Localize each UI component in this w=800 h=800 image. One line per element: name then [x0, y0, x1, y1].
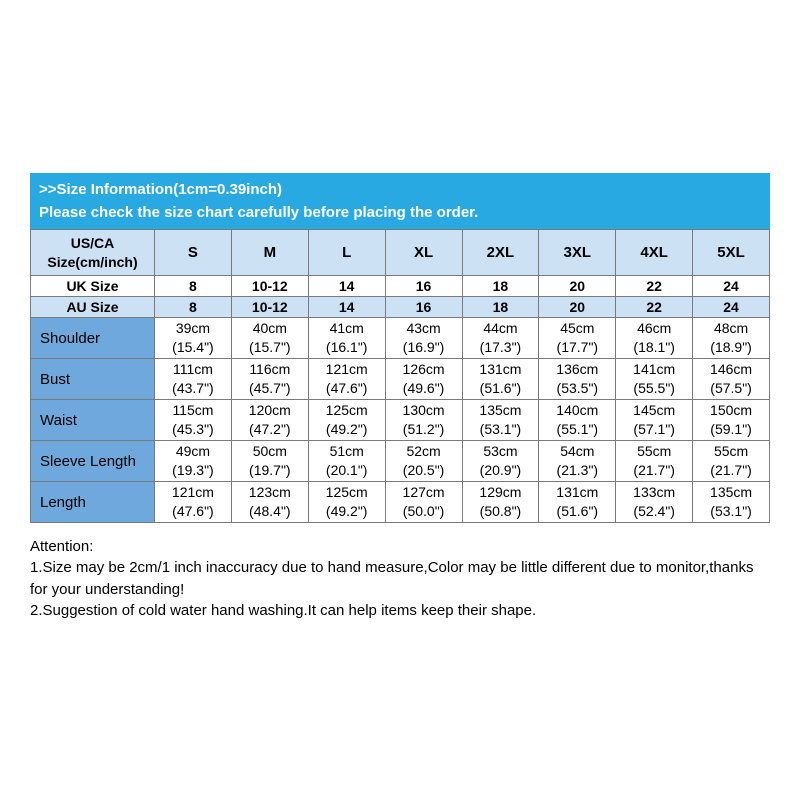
- measure-value: 133cm (52.4"): [615, 481, 694, 523]
- measure-value: 54cm (21.3"): [538, 440, 617, 482]
- region-size-value: 10-12: [230, 296, 309, 318]
- size-column-header: 4XL: [615, 229, 694, 276]
- region-size-value: 22: [615, 275, 694, 297]
- region-size-value: 22: [615, 296, 694, 318]
- measure-value: 131cm (51.6"): [461, 358, 540, 400]
- region-size-value: 18: [461, 296, 540, 318]
- measure-value: 49cm (19.3"): [154, 440, 232, 482]
- banner-line-2: Please check the size chart carefully be…: [39, 204, 479, 221]
- measure-value: 127cm (50.0"): [384, 481, 463, 523]
- measure-value: 52cm (20.5"): [384, 440, 463, 482]
- measure-value: 145cm (57.1"): [615, 399, 694, 441]
- size-column-header: L: [307, 229, 386, 276]
- measure-value: 116cm (45.7"): [230, 358, 309, 400]
- measure-value: 131cm (51.6"): [538, 481, 617, 523]
- measure-value: 140cm (55.1"): [538, 399, 617, 441]
- size-column-header: 5XL: [692, 229, 770, 276]
- region-size-value: 8: [154, 275, 232, 297]
- region-size-value: 16: [384, 275, 463, 297]
- region-size-value: 18: [461, 275, 540, 297]
- region-size-value: 16: [384, 296, 463, 318]
- banner-line-1: >>Size Information(1cm=0.39inch): [39, 181, 282, 198]
- region-size-label: UK Size: [30, 275, 155, 297]
- attention-section: Attention: 1.Size may be 2cm/1 inch inac…: [30, 536, 770, 621]
- size-header-row: US/CA Size(cm/inch) S M L XL 2XL 3XL 4XL 5XL: [30, 229, 770, 276]
- attention-note-2: 2.Suggestion of cold water hand washing.…: [30, 601, 537, 619]
- measure-value: 135cm (53.1"): [461, 399, 540, 441]
- measure-label: Bust: [30, 358, 155, 400]
- measure-value: 141cm (55.5"): [615, 358, 694, 400]
- size-table-body: US/CA Size(cm/inch) S M L XL 2XL 3XL 4XL 5XL UK S…: [30, 229, 770, 523]
- region-size-value: 24: [692, 275, 770, 297]
- measure-value: 55cm (21.7"): [692, 440, 770, 482]
- measure-label: Shoulder: [30, 317, 155, 359]
- measure-value: 111cm (43.7"): [154, 358, 232, 400]
- region-size-row: UK Size 8 10-12 14 16 18 20 22 24: [30, 275, 770, 297]
- measure-label: Sleeve Length: [30, 440, 155, 482]
- measure-value: 53cm (20.9"): [461, 440, 540, 482]
- measure-value: 46cm (18.1"): [615, 317, 694, 359]
- measure-value: 50cm (19.7"): [230, 440, 309, 482]
- measure-label: Waist: [30, 399, 155, 441]
- attention-note-1: 1.Size may be 2cm/1 inch inaccuracy due …: [30, 559, 754, 598]
- measure-value: 48cm (18.9"): [692, 317, 770, 359]
- measure-value: 55cm (21.7"): [615, 440, 694, 482]
- measure-row: Waist 115cm (45.3") 120cm (47.2") 125cm (49…: [30, 399, 770, 441]
- region-size-row: AU Size 8 10-12 14 16 18 20 22 24: [30, 296, 770, 318]
- corner-header: US/CA Size(cm/inch): [30, 229, 155, 276]
- region-size-value: 14: [307, 275, 386, 297]
- measure-value: 115cm (45.3"): [154, 399, 232, 441]
- measure-value: 130cm (51.2"): [384, 399, 463, 441]
- measure-value: 125cm (49.2"): [307, 481, 386, 523]
- size-column-header: M: [230, 229, 309, 276]
- size-chart-page: >>Size Information(1cm=0.39inch) Please …: [30, 173, 770, 621]
- measure-value: 136cm (53.5"): [538, 358, 617, 400]
- measure-value: 123cm (48.4"): [230, 481, 309, 523]
- size-table: US/CA Size(cm/inch) S M L XL 2XL 3XL 4XL 5XL UK S…: [30, 229, 770, 523]
- measure-row: Shoulder 39cm (15.4") 40cm (15.7") 41cm (16…: [30, 317, 770, 359]
- region-size-value: 10-12: [230, 275, 309, 297]
- size-column-header: XL: [384, 229, 463, 276]
- measure-value: 120cm (47.2"): [230, 399, 309, 441]
- measure-value: 146cm (57.5"): [692, 358, 770, 400]
- region-size-value: 14: [307, 296, 386, 318]
- region-size-value: 20: [538, 296, 617, 318]
- attention-title: Attention:: [30, 538, 94, 555]
- measure-value: 125cm (49.2"): [307, 399, 386, 441]
- measure-value: 129cm (50.8"): [461, 481, 540, 523]
- measure-row: Bust 111cm (43.7") 116cm (45.7") 121cm (47.…: [30, 358, 770, 400]
- measure-value: 121cm (47.6"): [154, 481, 232, 523]
- measure-value: 43cm (16.9"): [384, 317, 463, 359]
- region-size-label: AU Size: [30, 296, 155, 318]
- measure-value: 150cm (59.1"): [692, 399, 770, 441]
- measure-value: 40cm (15.7"): [230, 317, 309, 359]
- measure-value: 121cm (47.6"): [307, 358, 386, 400]
- measure-label: Length: [30, 481, 155, 523]
- size-column-header: 2XL: [461, 229, 540, 276]
- size-column-header: 3XL: [538, 229, 617, 276]
- measure-value: 41cm (16.1"): [307, 317, 386, 359]
- measure-value: 135cm (53.1"): [692, 481, 770, 523]
- measure-value: 45cm (17.7"): [538, 317, 617, 359]
- region-size-value: 8: [154, 296, 232, 318]
- region-size-value: 20: [538, 275, 617, 297]
- measure-row: Length 121cm (47.6") 123cm (48.4") 125cm (4…: [30, 481, 770, 523]
- measure-value: 51cm (20.1"): [307, 440, 386, 482]
- size-column-header: S: [154, 229, 232, 276]
- measure-row: Sleeve Length 49cm (19.3") 50cm (19.7") 51c…: [30, 440, 770, 482]
- measure-value: 44cm (17.3"): [461, 317, 540, 359]
- region-size-value: 24: [692, 296, 770, 318]
- measure-value: 126cm (49.6"): [384, 358, 463, 400]
- size-info-banner: >>Size Information(1cm=0.39inch) Please …: [30, 173, 770, 229]
- measure-value: 39cm (15.4"): [154, 317, 232, 359]
